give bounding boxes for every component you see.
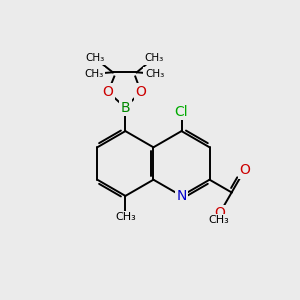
Text: CH₃: CH₃ (145, 69, 164, 79)
Text: CH₃: CH₃ (85, 53, 104, 63)
Text: CH₃: CH₃ (145, 53, 164, 63)
Text: Cl: Cl (175, 105, 188, 118)
Text: O: O (103, 85, 113, 99)
Text: CH₃: CH₃ (208, 215, 229, 226)
Text: CH₃: CH₃ (115, 212, 136, 223)
Text: N: N (176, 189, 187, 203)
Text: CH₃: CH₃ (85, 69, 104, 79)
Text: B: B (121, 101, 130, 115)
Text: O: O (239, 163, 250, 177)
Text: O: O (136, 85, 146, 99)
Text: O: O (214, 206, 225, 220)
